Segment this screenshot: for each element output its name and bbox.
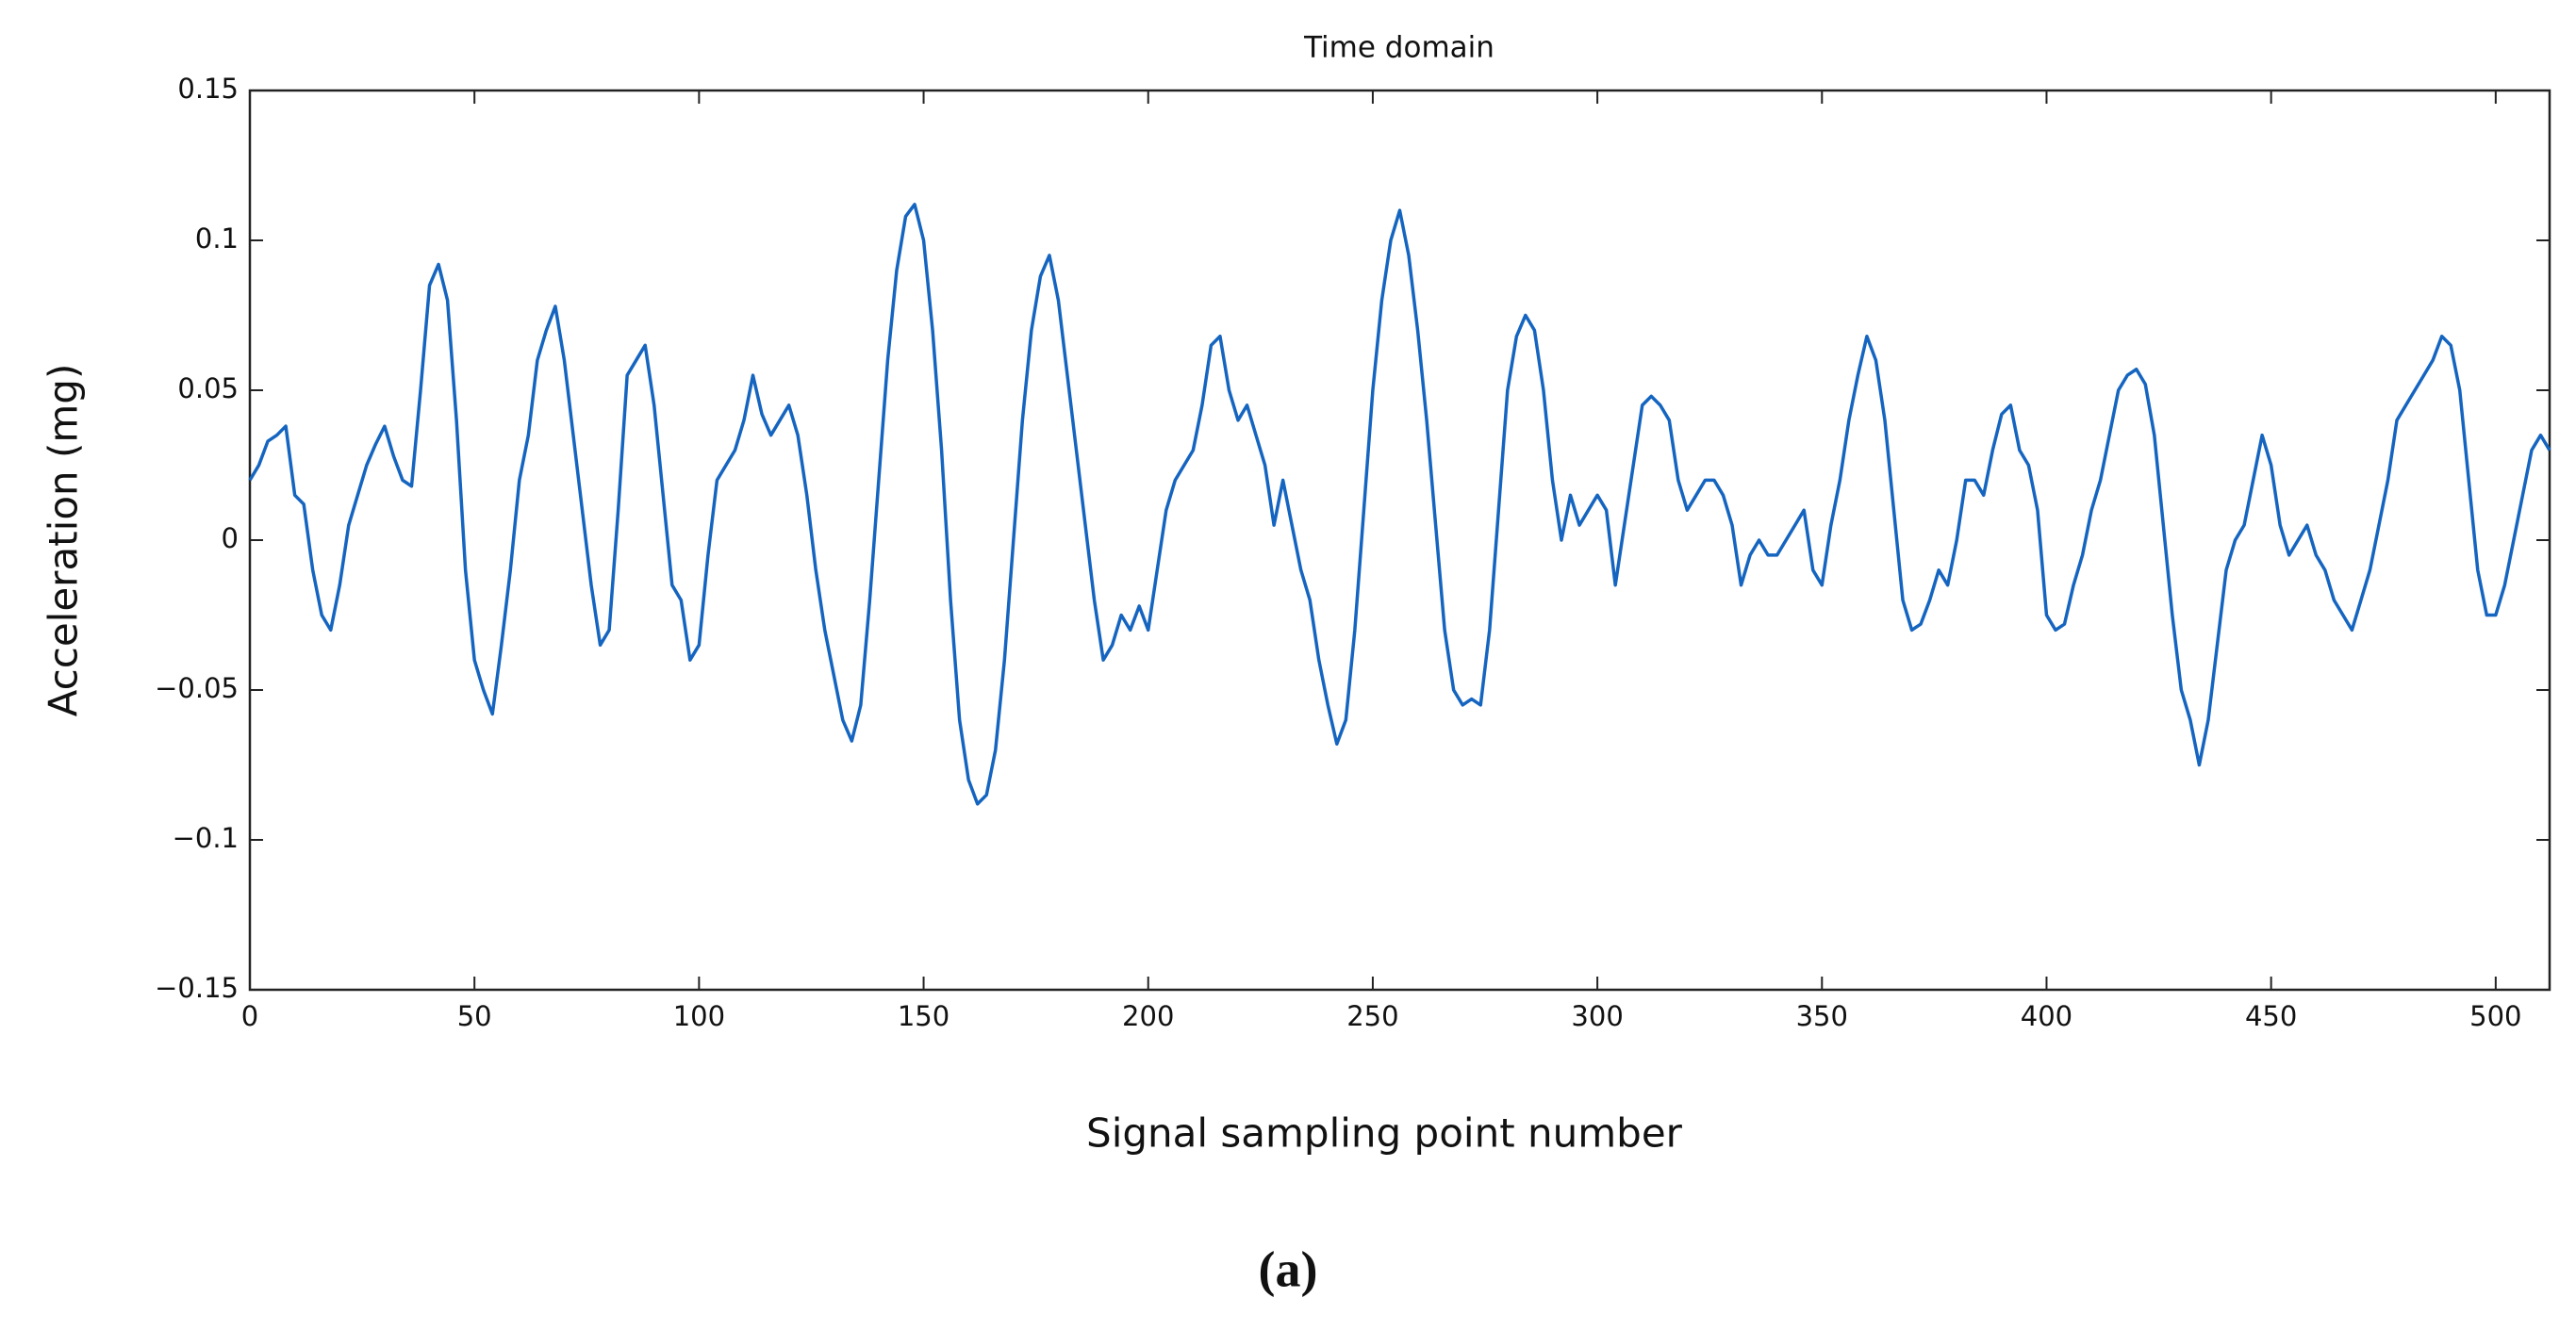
x-tick-label: 100	[673, 1000, 725, 1032]
y-axis-label: Acceleration (mg)	[41, 364, 87, 717]
plot-frame	[248, 89, 2551, 992]
x-tick-label: 50	[457, 1000, 492, 1032]
y-tick-label: 0	[222, 522, 239, 554]
x-tick-label: 150	[898, 1000, 949, 1032]
y-tick-label: −0.05	[155, 672, 239, 704]
y-tick-label: 0.1	[195, 222, 239, 255]
x-tick-label: 350	[1796, 1000, 1848, 1032]
x-tick-label: 0	[241, 1000, 258, 1032]
x-tick-label: 250	[1346, 1000, 1398, 1032]
x-tick-label: 300	[1571, 1000, 1623, 1032]
y-tick-label: 0.15	[177, 73, 239, 105]
x-tick-label: 500	[2469, 1000, 2521, 1032]
x-tick-label: 450	[2245, 1000, 2297, 1032]
x-axis-label: Signal sampling point number	[1086, 1110, 1683, 1157]
y-tick-label: −0.15	[155, 972, 239, 1004]
data-line	[248, 203, 2551, 806]
chart-title: Time domain	[1303, 31, 1494, 65]
x-tick-label: 400	[2021, 1000, 2072, 1032]
x-tick-label: 200	[1122, 1000, 1174, 1032]
y-tick-label: 0.05	[177, 372, 239, 404]
caption: (a)	[1259, 1241, 1318, 1297]
y-tick-label: −0.1	[173, 822, 239, 854]
